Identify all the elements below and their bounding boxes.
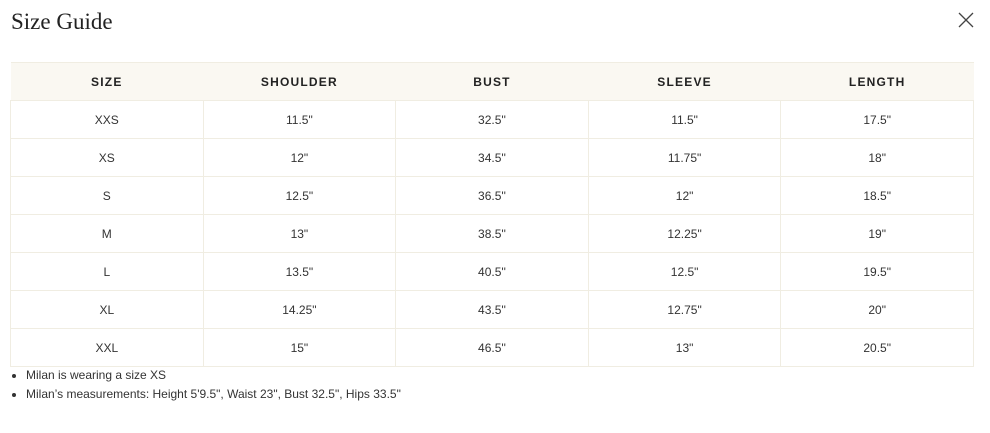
column-header: SLEEVE <box>588 62 781 101</box>
table-cell: 12" <box>202 138 397 177</box>
table-cell: 13.5" <box>202 252 397 291</box>
table-cell: 11.5" <box>587 100 782 139</box>
table-cell: 40.5'' <box>395 252 589 291</box>
table-cell: XXS <box>10 100 204 139</box>
table-row: XXL 15" 46.5'' 13" 20.5" <box>10 328 974 367</box>
table-cell: 12" <box>587 176 782 215</box>
table-cell: 11.5" <box>202 100 397 139</box>
table-cell: 38.5'' <box>395 214 589 253</box>
table-cell: XXL <box>10 328 204 367</box>
table-row: XS 12" 34.5'' 11.75" 18" <box>10 138 974 177</box>
table-row: L 13.5" 40.5'' 12.5" 19.5" <box>10 252 974 291</box>
table-cell: 43.5'' <box>395 290 589 329</box>
table-cell: 20.5" <box>780 328 974 367</box>
column-header: SHOULDER <box>203 62 396 101</box>
table-cell: 19" <box>780 214 974 253</box>
table-cell: 18.5" <box>780 176 974 215</box>
table-cell: 12.5" <box>202 176 397 215</box>
table-cell: 14.25" <box>202 290 397 329</box>
table-row: XL 14.25" 43.5'' 12.75" 20" <box>10 290 974 329</box>
note-item: Milan’s measurements: Height 5'9.5", Wai… <box>26 385 401 404</box>
table-cell: 11.75" <box>587 138 782 177</box>
table-cell: 12.75" <box>587 290 782 329</box>
table-cell: L <box>10 252 204 291</box>
table-cell: 12.25" <box>587 214 782 253</box>
model-notes: Milan is wearing a size XS Milan’s measu… <box>8 366 401 404</box>
table-cell: 19.5" <box>780 252 974 291</box>
table-cell: S <box>10 176 204 215</box>
table-cell: 36.5'' <box>395 176 589 215</box>
table-cell: XS <box>10 138 204 177</box>
note-item: Milan is wearing a size XS <box>26 366 401 385</box>
table-row: XXS 11.5" 32.5'' 11.5" 17.5" <box>10 100 974 139</box>
page-title: Size Guide <box>11 9 113 34</box>
table-cell: 13" <box>202 214 397 253</box>
table-row: M 13" 38.5'' 12.25" 19" <box>10 214 974 253</box>
table-cell: 18" <box>780 138 974 177</box>
table-cell: 17.5" <box>780 100 974 139</box>
table-cell: 46.5'' <box>395 328 589 367</box>
table-row: S 12.5" 36.5'' 12" 18.5" <box>10 176 974 215</box>
size-table: SIZE SHOULDER BUST SLEEVE LENGTH XXS 11.5" 32.… <box>10 62 974 367</box>
table-cell: 15" <box>202 328 397 367</box>
close-icon[interactable] <box>957 11 975 29</box>
table-cell: 13" <box>587 328 782 367</box>
column-header: SIZE <box>10 62 204 101</box>
table-cell: 34.5'' <box>395 138 589 177</box>
table-cell: M <box>10 214 204 253</box>
table-cell: XL <box>10 290 204 329</box>
table-cell: 12.5" <box>587 252 782 291</box>
column-header: LENGTH <box>780 62 974 101</box>
column-header: BUST <box>395 62 589 101</box>
table-cell: 20" <box>780 290 974 329</box>
table-cell: 32.5'' <box>395 100 589 139</box>
